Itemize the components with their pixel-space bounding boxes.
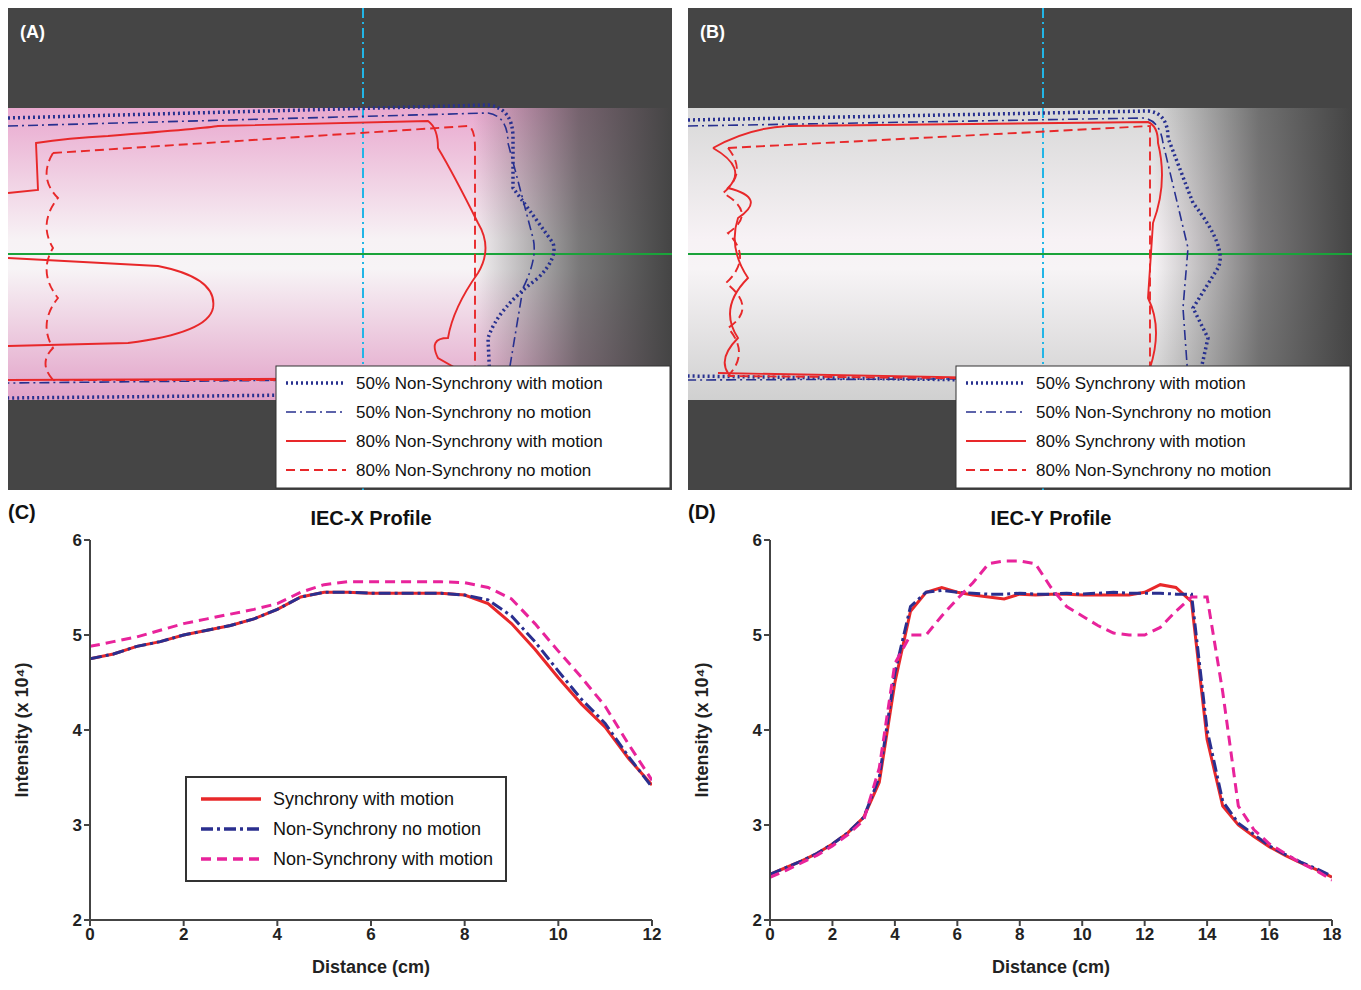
html-text:Non-Synchrony with motion: Non-Synchrony with motion: [273, 848, 494, 869]
html-text:Non-Synchrony no motion: Non-Synchrony no motion: [273, 818, 482, 839]
svg-text:(B): (B): [700, 22, 725, 42]
svg-text:10: 10: [1073, 925, 1092, 944]
svg-text:6: 6: [73, 531, 82, 550]
svg-text:50% Non-Synchrony no motion: 50% Non-Synchrony no motion: [356, 403, 591, 422]
svg-text:12: 12: [1135, 925, 1154, 944]
svg-text:2: 2: [179, 925, 188, 944]
html-text:(C): (C): [8, 501, 36, 523]
svg-text:50% Non-Synchrony no motion: 50% Non-Synchrony no motion: [1036, 403, 1271, 422]
svg-text:2: 2: [828, 925, 837, 944]
svg-text:50% Non-Synchrony with motion: 50% Non-Synchrony with motion: [356, 374, 603, 393]
svg-text:3: 3: [73, 816, 82, 835]
html-text:Synchrony with motion: Synchrony with motion: [273, 788, 455, 809]
svg-text:2: 2: [753, 911, 762, 930]
svg-text:5: 5: [753, 626, 762, 645]
svg-text:80% Non-Synchrony no motion: 80% Non-Synchrony no motion: [1036, 461, 1271, 480]
svg-text:Intensity (x 10⁴): Intensity (x 10⁴): [12, 663, 32, 798]
svg-text:5: 5: [73, 626, 82, 645]
svg-text:4: 4: [73, 721, 83, 740]
svg-text:0: 0: [85, 925, 94, 944]
html-text:IEC-Y Profile: IEC-Y Profile: [990, 507, 1112, 529]
html-text:IEC-X Profile: IEC-X Profile: [310, 507, 432, 529]
svg-text:80% Non-Synchrony no motion: 80% Non-Synchrony no motion: [356, 461, 591, 480]
svg-text:6: 6: [753, 531, 762, 550]
svg-text:8: 8: [1015, 925, 1024, 944]
svg-text:Intensity (x 10⁴): Intensity (x 10⁴): [692, 663, 712, 798]
svg-text:18: 18: [1323, 925, 1342, 944]
svg-text:16: 16: [1260, 925, 1279, 944]
html-text:(D): (D): [688, 501, 716, 523]
svg-text:3: 3: [753, 816, 762, 835]
svg-text:6: 6: [953, 925, 962, 944]
svg-text:4: 4: [753, 721, 763, 740]
svg-text:0: 0: [765, 925, 774, 944]
svg-text:8: 8: [460, 925, 469, 944]
svg-text:10: 10: [549, 925, 568, 944]
svg-text:50% Synchrony with motion: 50% Synchrony with motion: [1036, 374, 1246, 393]
svg-text:80% Synchrony with motion: 80% Synchrony with motion: [1036, 432, 1246, 451]
svg-text:6: 6: [366, 925, 375, 944]
svg-text:(A): (A): [20, 22, 45, 42]
svg-text:12: 12: [643, 925, 662, 944]
svg-text:4: 4: [890, 925, 900, 944]
svg-text:4: 4: [273, 925, 283, 944]
svg-text:14: 14: [1198, 925, 1217, 944]
svg-text:80% Non-Synchrony with motion: 80% Non-Synchrony with motion: [356, 432, 603, 451]
svg-text:Distance (cm): Distance (cm): [992, 957, 1110, 977]
svg-text:2: 2: [73, 911, 82, 930]
svg-text:Distance (cm): Distance (cm): [312, 957, 430, 977]
